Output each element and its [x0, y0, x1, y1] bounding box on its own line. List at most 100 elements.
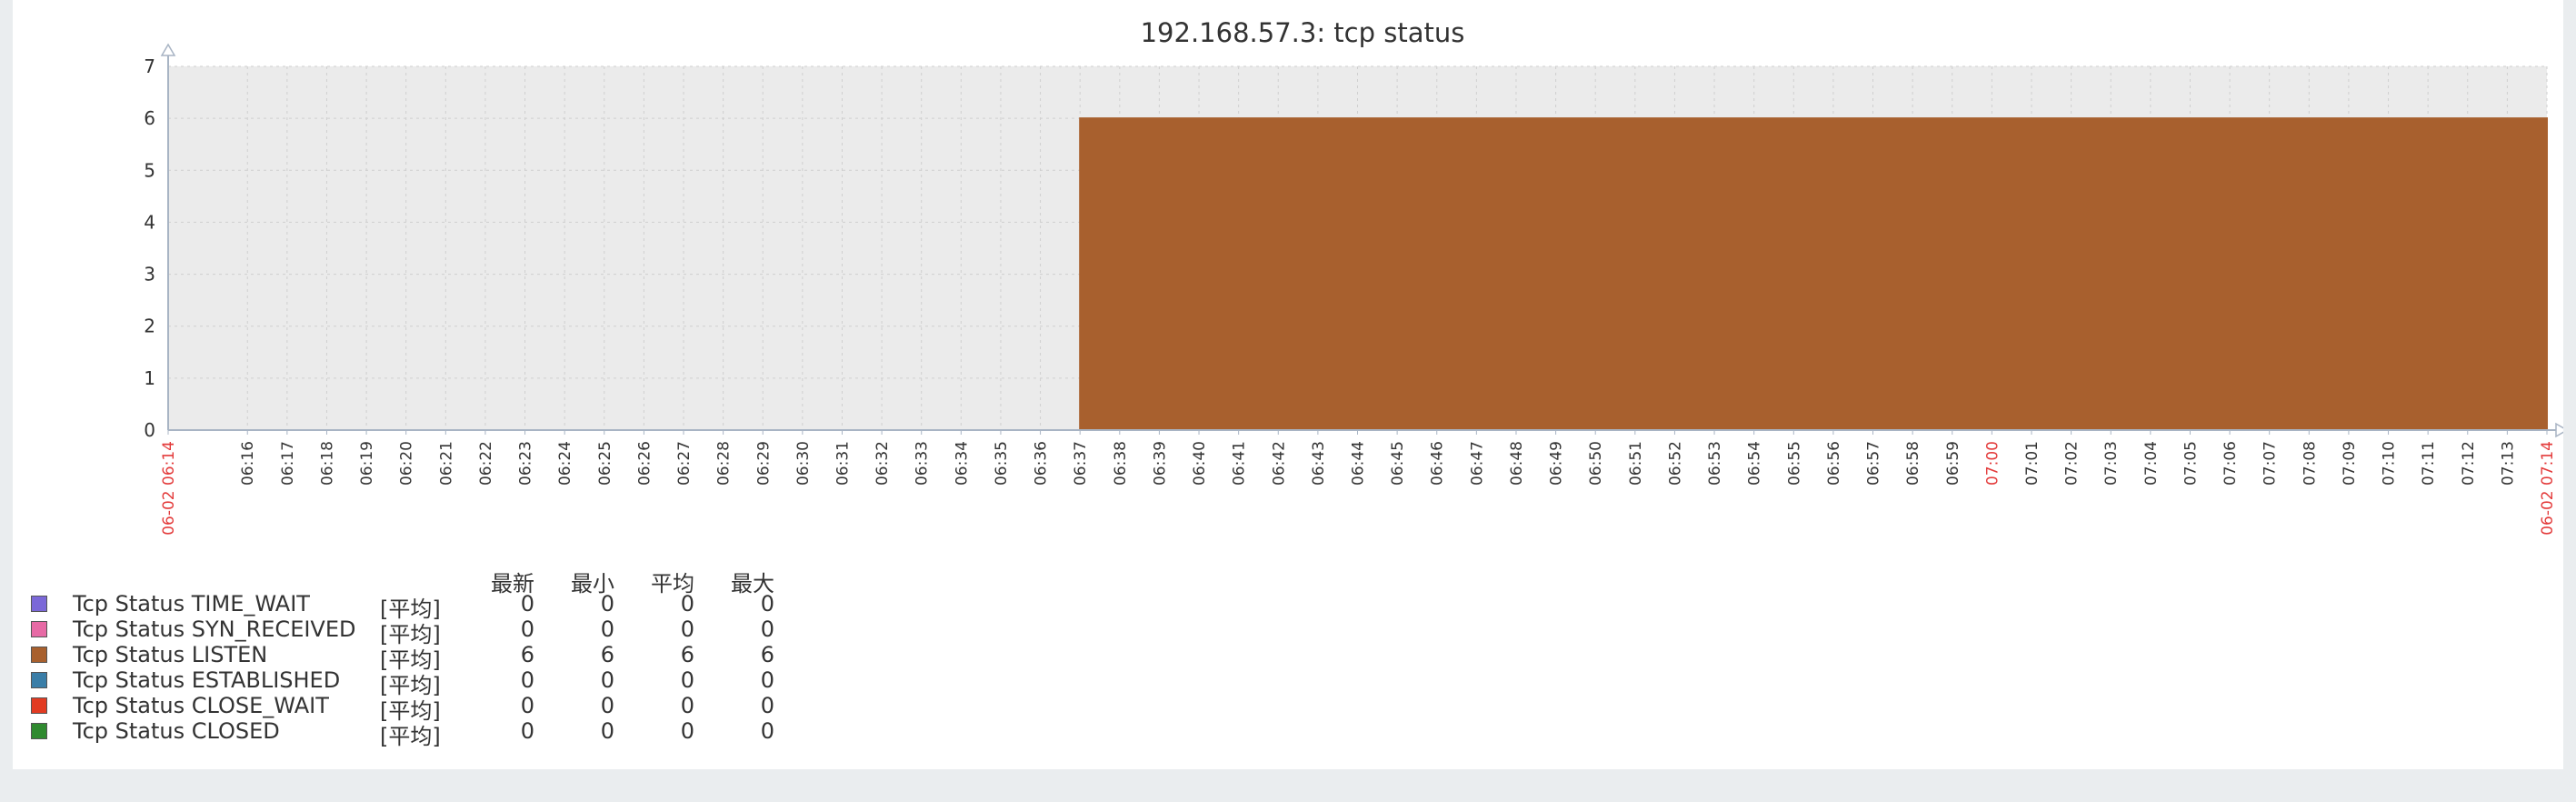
value-last: 0: [520, 591, 534, 617]
x-tick-label: 07:01: [2023, 441, 2042, 486]
value-last: 0: [520, 617, 534, 642]
x-tick-label: 07:08: [2301, 441, 2319, 486]
value-last: 6: [520, 642, 534, 667]
x-tick-label: 06:21: [437, 441, 455, 486]
series-name: Tcp Status ESTABLISHED: [73, 667, 341, 693]
x-tick-label: 07:02: [2063, 441, 2082, 486]
series-name: Tcp Status TIME_WAIT: [73, 591, 310, 617]
axes: [160, 43, 2563, 438]
x-tick-label: 07:03: [2102, 441, 2121, 486]
x-tick-label: 06:24: [556, 441, 574, 486]
y-tick-label: 1: [144, 367, 155, 389]
value-max: 0: [760, 667, 774, 693]
x-tick-label: 06:20: [398, 441, 416, 486]
x-tick-label: 06:57: [1865, 441, 1883, 486]
col-avg: 平均: [651, 571, 694, 596]
series-color-swatch: [31, 596, 47, 612]
value-min: 0: [600, 617, 614, 642]
x-tick-label: 06:59: [1944, 441, 1962, 486]
value-max: 0: [760, 591, 774, 617]
x-tick-label: 06:38: [1112, 441, 1130, 486]
x-tick-label: 06:16: [239, 441, 257, 486]
series-name: Tcp Status LISTEN: [73, 642, 268, 667]
series-name: Tcp Status CLOSE_WAIT: [73, 693, 329, 718]
y-tick-label: 0: [144, 419, 155, 441]
x-tick-label: 06:58: [1904, 441, 1922, 486]
x-tick-label: 07:06: [2222, 441, 2240, 486]
value-max: 0: [760, 617, 774, 642]
x-tick-label: 06:53: [1706, 441, 1724, 486]
series-color-swatch: [31, 672, 47, 688]
series-color-swatch: [31, 723, 47, 739]
graph-panel: 192.168.57.3: tcp status 0 1 2 3 4 5 6 7 06-02 …: [13, 0, 2563, 769]
x-tick-label: 06:41: [1231, 441, 1249, 486]
y-tick-label: 2: [144, 316, 155, 337]
x-tick-label: 06:33: [914, 441, 932, 486]
value-min: 0: [600, 718, 614, 744]
series-function: [平均]: [380, 622, 441, 647]
x-tick-label: 07:04: [2142, 441, 2161, 486]
x-tick-label: 06:17: [279, 441, 297, 486]
x-tick-label: 06:49: [1548, 441, 1566, 486]
x-tick-label: 06:30: [794, 441, 813, 486]
chart-title: 192.168.57.3: tcp status: [1141, 17, 1465, 48]
value-min: 0: [600, 693, 614, 718]
col-min: 最小: [571, 571, 614, 596]
y-tick-label: 4: [144, 211, 155, 233]
x-tick-label: 06:44: [1350, 441, 1368, 486]
series-function: [平均]: [380, 724, 441, 749]
x-tick-label: 06:52: [1666, 441, 1684, 486]
x-tick-label: 06-02 07:14: [2539, 441, 2557, 536]
col-max: 最大: [731, 571, 774, 596]
value-avg: 0: [680, 617, 694, 642]
value-last: 0: [520, 667, 534, 693]
x-tick-label: 06-02 06:14: [160, 441, 178, 536]
x-tick-label: 06:32: [874, 441, 892, 486]
x-axis-ticks: 06-02 06:14 06:16 06:17 06:18 06:19 06:20 06:2…: [160, 430, 2557, 536]
series-function: [平均]: [380, 698, 441, 724]
x-tick-label: 06:18: [318, 441, 336, 486]
x-tick-label: 06:25: [596, 441, 614, 486]
series-name: Tcp Status CLOSED: [73, 718, 280, 744]
x-tick-label: 06:50: [1587, 441, 1605, 486]
y-tick-label: 3: [144, 264, 155, 286]
x-tick-label: 06:55: [1785, 441, 1803, 486]
value-min: 0: [600, 667, 614, 693]
tcp-status-chart: 192.168.57.3: tcp status 0 1 2 3 4 5 6 7 06-02 …: [144, 17, 2563, 536]
col-last: 最新: [491, 571, 534, 596]
x-tick-label: 06:43: [1310, 441, 1328, 486]
x-tick-label: 07:05: [2182, 441, 2200, 486]
value-max: 6: [760, 642, 774, 667]
x-tick-label: 06:42: [1270, 441, 1288, 486]
x-tick-label: 06:19: [358, 441, 376, 486]
series-color-swatch: [31, 697, 47, 714]
x-tick-label: 07:12: [2460, 441, 2478, 486]
series-color-swatch: [31, 647, 47, 663]
series-name: Tcp Status SYN_RECEIVED: [73, 617, 356, 642]
y-axis-arrow: [160, 43, 176, 56]
x-axis-arrow: [2555, 422, 2563, 438]
x-tick-label: 06:35: [993, 441, 1011, 486]
x-tick-label: 07:11: [2420, 441, 2438, 486]
x-tick-label: 07:09: [2341, 441, 2359, 486]
x-tick-label: 07:07: [2261, 441, 2280, 486]
x-tick-label: 06:56: [1825, 441, 1843, 486]
x-tick-label: 06:31: [834, 441, 852, 486]
x-tick-label: 06:28: [715, 441, 734, 486]
value-avg: 6: [680, 642, 694, 667]
x-tick-label: 06:47: [1468, 441, 1486, 486]
x-tick-label: 06:48: [1508, 441, 1526, 486]
x-tick-label: 07:00: [1983, 441, 2002, 486]
x-tick-label: 06:39: [1151, 441, 1169, 486]
x-tick-label: 06:54: [1746, 441, 1764, 486]
value-min: 0: [600, 591, 614, 617]
series-function: [平均]: [380, 596, 441, 622]
y-axis-ticks: 0 1 2 3 4 5 6 7: [144, 55, 155, 441]
x-tick-label: 06:51: [1627, 441, 1645, 486]
series-function: [平均]: [380, 647, 441, 673]
value-avg: 0: [680, 667, 694, 693]
value-avg: 0: [680, 693, 694, 718]
x-tick-label: 06:40: [1191, 441, 1209, 486]
x-tick-label: 06:29: [754, 441, 773, 486]
y-tick-label: 7: [144, 55, 155, 77]
